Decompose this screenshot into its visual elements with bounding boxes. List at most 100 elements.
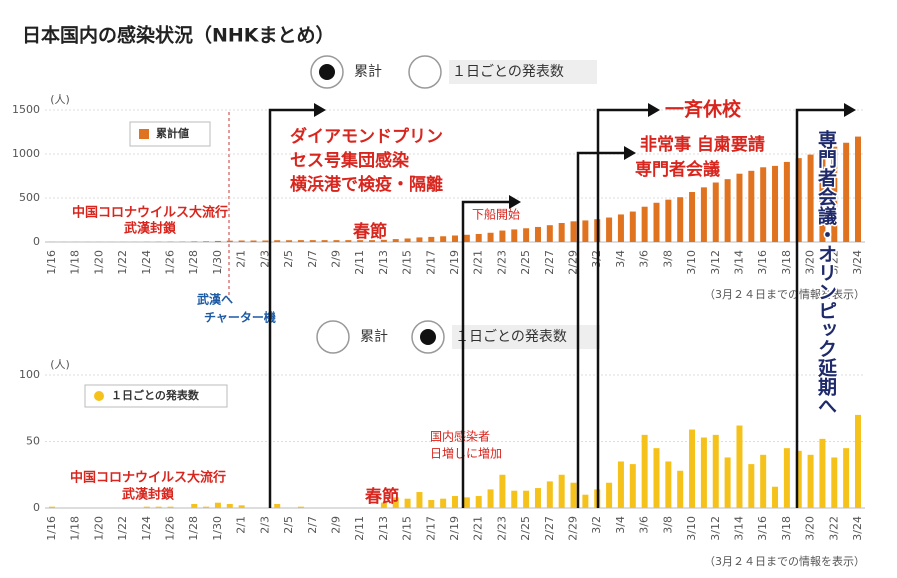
x-tick-label: 2/11 — [353, 516, 366, 541]
y-tick-label: 1000 — [12, 147, 40, 160]
bar — [487, 232, 494, 242]
bar — [724, 457, 731, 508]
bar — [475, 496, 482, 508]
bar — [357, 240, 364, 242]
y-tick-label: 50 — [26, 435, 40, 448]
x-tick-label: 2/19 — [448, 516, 461, 541]
x-tick-label: 1/22 — [116, 250, 129, 275]
legend-box — [84, 384, 228, 408]
x-tick-label: 2/11 — [353, 250, 366, 275]
bar — [440, 498, 447, 508]
bar — [226, 240, 233, 242]
bar — [238, 240, 245, 242]
bar — [523, 490, 530, 508]
bar — [831, 146, 838, 242]
x-tick-label: 2/19 — [448, 250, 461, 275]
x-tick-label: 2/23 — [495, 250, 508, 275]
bar — [783, 161, 790, 242]
x-tick-label: 2/5 — [282, 516, 295, 534]
bar — [606, 217, 613, 242]
x-tick-label: 3/6 — [638, 516, 651, 534]
arrow — [576, 151, 628, 508]
bar — [534, 488, 541, 508]
x-tick-label: 3/2 — [590, 250, 603, 268]
bar — [772, 165, 779, 242]
x-tick-label: 1/30 — [211, 516, 224, 541]
bar — [807, 154, 814, 242]
y-tick-label: 500 — [19, 191, 40, 204]
x-tick-label: 2/3 — [258, 516, 271, 534]
bar — [653, 448, 660, 508]
annotation: 武漢へ — [197, 292, 233, 307]
arrow-head — [648, 103, 660, 117]
bar — [416, 237, 423, 242]
x-tick-label: 2/15 — [401, 516, 414, 541]
bar — [191, 241, 198, 242]
bar — [831, 457, 838, 508]
bar — [49, 506, 55, 508]
bar — [511, 229, 518, 242]
x-tick-label: 1/24 — [140, 516, 153, 541]
x-tick-label: 2/29 — [567, 250, 580, 275]
bar — [665, 199, 672, 242]
annotation: 武漢封鎖 — [122, 487, 175, 503]
x-tick-label: 3/8 — [661, 516, 674, 534]
radio-label: １日ごとの発表数 — [455, 329, 567, 345]
bar — [617, 214, 624, 242]
annotation: 春節 — [353, 221, 387, 242]
legend-swatch — [94, 391, 104, 401]
bar — [321, 240, 328, 242]
bar — [712, 434, 719, 508]
bar — [629, 464, 636, 508]
bar — [617, 461, 624, 508]
bar — [772, 486, 779, 508]
overlay-annotation: 専門者会議・オリンピック延期へ — [815, 130, 838, 415]
bar — [712, 182, 719, 242]
x-tick-label: 3/8 — [661, 250, 674, 268]
bar — [203, 241, 210, 242]
bar — [250, 240, 257, 242]
bar — [392, 239, 399, 242]
radio-label: 累計 — [354, 64, 382, 80]
bar — [143, 506, 150, 508]
toggle-bg — [449, 60, 597, 84]
bar — [452, 235, 458, 242]
bar — [736, 173, 743, 242]
x-tick-label: 1/18 — [69, 516, 82, 541]
annotation: ダイアモンドプリン — [290, 126, 443, 147]
x-tick-label: 3/14 — [732, 250, 745, 275]
bar — [677, 197, 684, 242]
bar — [167, 506, 174, 508]
bar — [570, 482, 577, 508]
x-tick-label: 3/12 — [709, 516, 722, 541]
bar — [238, 505, 245, 508]
x-tick-label: 3/10 — [685, 250, 698, 275]
bar — [463, 234, 470, 242]
x-tick-label: 1/28 — [187, 516, 200, 541]
radio-button[interactable] — [316, 320, 350, 354]
x-tick-label: 2/27 — [543, 250, 556, 275]
radio-button[interactable] — [408, 55, 442, 89]
bar — [606, 482, 613, 508]
bar — [452, 496, 458, 508]
x-tick-label: 3/18 — [780, 250, 793, 275]
annotation: 中国コロナウイルス大流行 — [72, 205, 228, 221]
bar — [819, 438, 826, 508]
radio-label: 累計 — [360, 329, 388, 345]
legend-label: １日ごとの発表数 — [111, 388, 200, 402]
x-tick-label: 3/14 — [732, 516, 745, 541]
bar — [558, 474, 565, 508]
bar — [748, 170, 755, 242]
bar — [629, 211, 636, 242]
x-tick-label: 2/17 — [424, 250, 437, 275]
x-tick-label: 2/21 — [472, 516, 485, 541]
x-tick-label: 3/24 — [851, 516, 864, 541]
x-tick-label: 3/18 — [780, 516, 793, 541]
legend-box — [129, 121, 211, 147]
annotation: チャーター機 — [204, 310, 276, 325]
note: （3月２４日までの情報を表示） — [704, 287, 865, 301]
annotation: 武漢封鎖 — [124, 221, 177, 237]
x-tick-label: 2/5 — [282, 250, 295, 268]
x-tick-label: 3/6 — [638, 250, 651, 268]
